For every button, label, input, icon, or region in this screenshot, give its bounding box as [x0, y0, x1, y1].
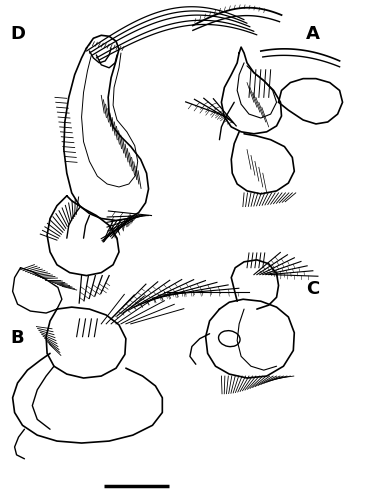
Text: B: B — [11, 329, 24, 347]
Text: D: D — [11, 26, 26, 44]
Ellipse shape — [218, 330, 240, 346]
Text: A: A — [306, 26, 320, 44]
Text: C: C — [306, 280, 319, 297]
